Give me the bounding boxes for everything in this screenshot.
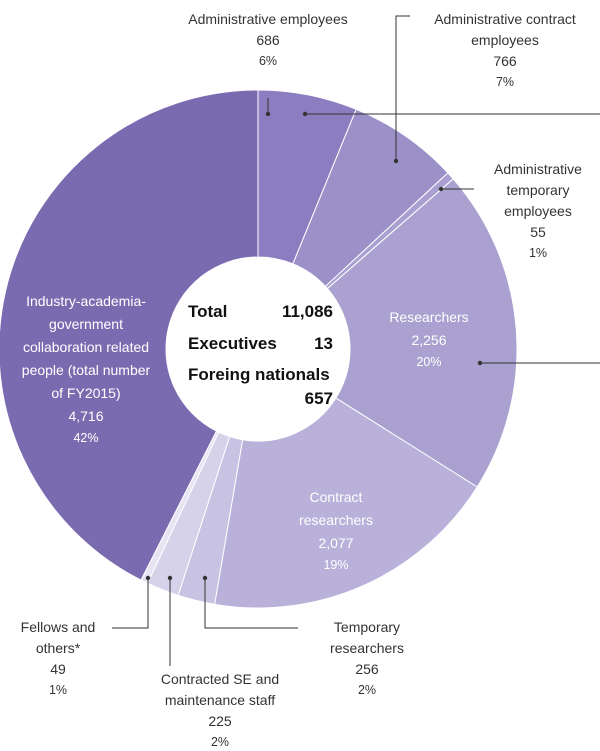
slice-name-line: of FY2015) — [51, 385, 120, 401]
slice-labels: Administrative employees6866%Administrat… — [21, 11, 583, 749]
slice-value: 686 — [256, 32, 280, 48]
slice-label-4: Contract researchers 2,077 19% — [299, 489, 373, 572]
slice-value: 4,716 — [68, 408, 103, 424]
slice-name-line: Contract — [310, 489, 363, 505]
slice-label-5: Temporary researchers 256 2% — [330, 619, 404, 697]
slice-percent: 20% — [416, 355, 441, 369]
slice-value: 2,077 — [318, 535, 353, 551]
slice-percent: 1% — [49, 683, 67, 697]
foreign-nationals-label: Foreing nationals — [188, 365, 330, 384]
leader-dot-4 — [477, 360, 483, 366]
slice-label-1: Administrative contract employees 766 7% — [434, 11, 576, 89]
slice-name-line: maintenance staff — [165, 692, 275, 708]
leader-dot-1 — [393, 158, 399, 164]
leader-dot-5 — [202, 575, 208, 581]
slice-name-line: Administrative employees — [188, 11, 348, 27]
leader-dot-0 — [265, 111, 271, 117]
slice-percent: 2% — [358, 683, 376, 697]
slice-value: 49 — [50, 661, 66, 677]
slice-name-line: Contracted SE and — [161, 671, 279, 687]
leader-dot-7 — [145, 575, 151, 581]
slice-name-line: employees — [504, 203, 572, 219]
slice-name-line: collaboration related — [23, 339, 149, 355]
slice-name-line: Temporary — [334, 619, 400, 635]
leader-dot-6 — [167, 575, 173, 581]
slice-name-line: Administrative contract — [434, 11, 576, 27]
foreign-nationals-value: 657 — [305, 389, 333, 408]
slice-percent: 7% — [496, 75, 514, 89]
slice-name-line: others* — [36, 640, 81, 656]
slice-value: 2,256 — [411, 332, 446, 348]
slice-label-0: Administrative employees 686 6% — [188, 11, 348, 68]
total-label: Total — [188, 302, 227, 321]
slice-name-line: employees — [471, 32, 539, 48]
slice-name-line: researchers — [299, 512, 373, 528]
leader-dot-3 — [302, 111, 308, 117]
leader-dot-2 — [438, 186, 444, 192]
slice-name-line: Researchers — [389, 309, 468, 325]
slice-percent: 19% — [323, 558, 348, 572]
slice-percent: 1% — [529, 246, 547, 260]
leader-line-1 — [395, 15, 410, 161]
slice-name-line: researchers — [330, 640, 404, 656]
slice-label-3: Researchers 2,256 20% — [389, 309, 468, 369]
slice-name-line: government — [49, 316, 123, 332]
slice-percent: 42% — [73, 431, 98, 445]
leader-line-7 — [112, 578, 149, 629]
slice-value: 225 — [208, 713, 232, 729]
slice-label-8: Industry-academia-government collaboratio… — [22, 293, 151, 445]
slice-label-7: Fellows and others* 49 1% — [21, 619, 96, 697]
slice-name-line: temporary — [506, 182, 569, 198]
slice-value: 55 — [530, 224, 546, 240]
donut-slices — [0, 89, 518, 609]
center-summary: Total 11,086 Executives 13 Foreing natio… — [188, 302, 333, 408]
slice-label-2: Administrative temporary employees 55 1% — [494, 161, 582, 260]
slice-value: 766 — [493, 53, 517, 69]
slice-percent: 6% — [259, 54, 277, 68]
executives-value: 13 — [314, 334, 333, 353]
slice-name-line: people (total number — [22, 362, 151, 378]
leader-lines — [112, 15, 600, 666]
executives-label: Executives — [188, 334, 277, 353]
slice-name-line: Fellows and — [21, 619, 96, 635]
slice-label-6: Contracted SE and maintenance staff 225 2% — [161, 671, 279, 749]
slice-name-line: Industry-academia- — [26, 293, 146, 309]
slice-value: 256 — [355, 661, 379, 677]
total-value: 11,086 — [282, 302, 333, 321]
leader-line-5 — [204, 578, 298, 629]
slice-percent: 2% — [211, 735, 229, 749]
donut-hole — [166, 257, 350, 441]
slice-name-line: Administrative — [494, 161, 582, 177]
